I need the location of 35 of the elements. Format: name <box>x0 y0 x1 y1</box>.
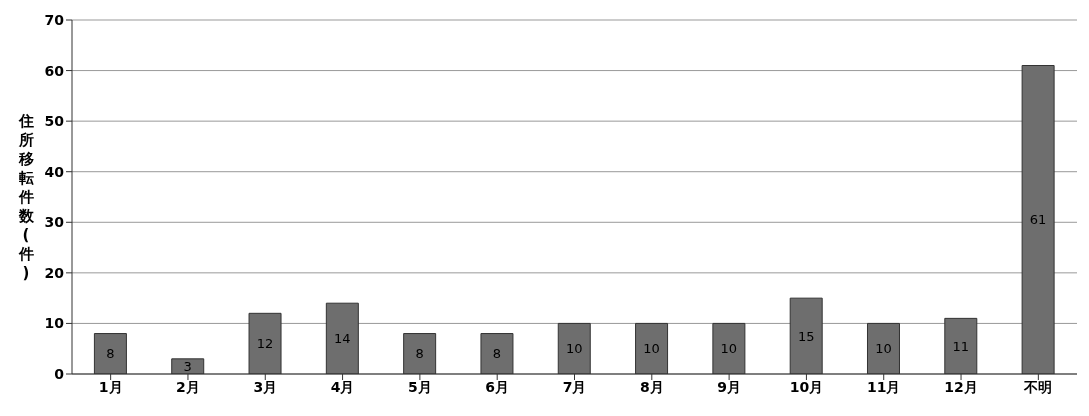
data-label: 10 <box>875 341 892 357</box>
x-tick-label: 12月 <box>944 378 978 395</box>
data-label: 10 <box>565 341 583 357</box>
data-label: 8 <box>106 346 115 362</box>
x-tick-label: 4月 <box>330 378 355 395</box>
y-tick-label: 0 <box>54 365 65 382</box>
data-label: 10 <box>643 341 660 357</box>
data-label: 8 <box>415 346 424 362</box>
y-tick-label: 30 <box>44 214 65 231</box>
x-tick-label: 9月 <box>717 378 741 395</box>
x-tick-label: 不明 <box>1023 378 1053 395</box>
x-tick-label: 7月 <box>562 378 587 395</box>
y-tick-label: 40 <box>44 163 65 180</box>
data-label: 10 <box>720 341 738 357</box>
data-label: 15 <box>797 328 815 344</box>
y-tick-label: 60 <box>44 62 65 79</box>
y-tick-label: 50 <box>44 113 65 130</box>
y-tick-label: 70 <box>44 11 65 28</box>
data-label: 61 <box>1029 212 1047 228</box>
x-tick-label: 1月 <box>98 378 123 395</box>
y-tick-label: 20 <box>44 264 65 281</box>
x-tick-label: 11月 <box>866 378 901 395</box>
y-tick-label: 10 <box>44 315 65 332</box>
data-label: 11 <box>952 338 970 354</box>
data-label: 8 <box>492 346 502 362</box>
x-tick-label: 10月 <box>789 378 824 395</box>
text: 住所移転件数(件) <box>18 111 34 282</box>
x-tick-label: 3月 <box>253 378 278 395</box>
x-tick-label: 2月 <box>176 378 200 395</box>
data-label: 12 <box>256 336 274 352</box>
data-label: 3 <box>183 359 192 375</box>
x-tick-label: 5月 <box>408 378 432 395</box>
data-label: 14 <box>334 331 351 347</box>
x-tick-label: 6月 <box>485 378 510 395</box>
x-tick-label: 8月 <box>639 378 664 395</box>
